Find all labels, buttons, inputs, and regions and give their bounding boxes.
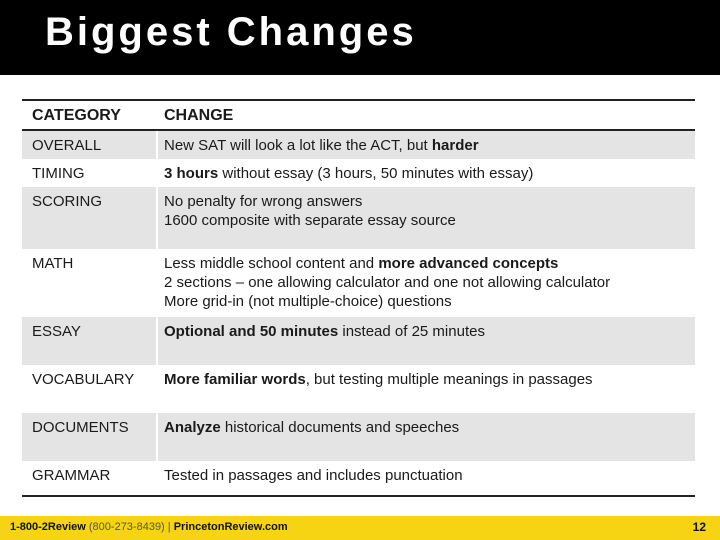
change-text: without essay (3 hours, 50 minutes with … bbox=[218, 165, 534, 182]
table-header-rule bbox=[22, 129, 695, 131]
row-change: More familiar words, but testing multipl… bbox=[164, 370, 593, 389]
change-text: , but testing multiple meanings in passa… bbox=[305, 371, 593, 388]
table-row: ESSAY Optional and 50 minutes instead of … bbox=[22, 317, 695, 365]
footer-bar: 1-800-2Review (800-273-8439) | Princeton… bbox=[0, 516, 720, 540]
footer-phone-alt: (800-273-8439) bbox=[88, 521, 165, 533]
table-bottom-rule bbox=[22, 495, 695, 497]
change-emphasis: more advanced concepts bbox=[378, 255, 559, 272]
table-row: OVERALL New SAT will look a lot like the … bbox=[22, 131, 695, 159]
change-line: 1600 composite with separate essay sourc… bbox=[164, 211, 456, 230]
page-number: 12 bbox=[692, 520, 706, 534]
footer-separator: | bbox=[167, 521, 171, 533]
table-row: VOCABULARY More familiar words, but testi… bbox=[22, 365, 695, 413]
row-change: Tested in passages and includes punctuat… bbox=[164, 466, 463, 485]
change-text: New SAT will look a lot like the ACT, bu… bbox=[164, 137, 432, 154]
change-line: 2 sections – one allowing calculator and… bbox=[164, 273, 610, 292]
table-row: GRAMMAR Tested in passages and includes p… bbox=[22, 461, 695, 495]
table-row: TIMING 3 hours without essay (3 hours, 50… bbox=[22, 159, 695, 187]
table-row: SCORING No penalty for wrong answers 1600 … bbox=[22, 187, 695, 249]
change-line: Analyze historical documents and speeche… bbox=[164, 418, 459, 437]
change-line: New SAT will look a lot like the ACT, bu… bbox=[164, 136, 479, 155]
change-text: 2 sections – one allowing calculator and… bbox=[164, 274, 611, 291]
change-text: instead of 25 minutes bbox=[338, 323, 485, 340]
change-text: Less middle school content and bbox=[164, 255, 379, 272]
row-category: OVERALL bbox=[32, 137, 102, 154]
header-change: CHANGE bbox=[164, 107, 234, 124]
header-category: CATEGORY bbox=[32, 107, 121, 124]
title-bar: Biggest Changes bbox=[0, 0, 720, 75]
table-row: DOCUMENTS Analyze historical documents an… bbox=[22, 413, 695, 461]
row-change: 3 hours without essay (3 hours, 50 minut… bbox=[164, 164, 533, 183]
row-change: Less middle school content and more adva… bbox=[164, 254, 610, 311]
change-line: No penalty for wrong answers bbox=[164, 192, 456, 211]
footer-site: PrincetonReview.com bbox=[173, 521, 288, 533]
table-top-rule bbox=[22, 99, 695, 101]
change-line: 3 hours without essay (3 hours, 50 minut… bbox=[164, 164, 533, 183]
change-emphasis: Optional and 50 minutes bbox=[164, 323, 339, 340]
change-text: No penalty for wrong answers bbox=[164, 193, 363, 210]
row-change: Analyze historical documents and speeche… bbox=[164, 418, 459, 437]
change-text: 1600 composite with separate essay sourc… bbox=[164, 212, 456, 229]
row-category: GRAMMAR bbox=[32, 467, 111, 484]
row-category: VOCABULARY bbox=[32, 371, 135, 388]
change-line: Less middle school content and more adva… bbox=[164, 254, 610, 273]
change-emphasis: Analyze bbox=[164, 419, 221, 436]
change-emphasis: More familiar words bbox=[164, 371, 306, 388]
row-change: New SAT will look a lot like the ACT, bu… bbox=[164, 136, 479, 155]
row-category: MATH bbox=[32, 255, 74, 272]
table-row: MATH Less middle school content and more … bbox=[22, 249, 695, 317]
change-emphasis: 3 hours bbox=[164, 165, 219, 182]
change-line: Optional and 50 minutes instead of 25 mi… bbox=[164, 322, 485, 341]
change-line: Tested in passages and includes punctuat… bbox=[164, 466, 463, 485]
row-change: No penalty for wrong answers 1600 composi… bbox=[164, 192, 456, 230]
change-text: Tested in passages and includes punctuat… bbox=[164, 467, 463, 484]
change-emphasis: harder bbox=[431, 137, 479, 154]
slide-title: Biggest Changes bbox=[45, 10, 417, 54]
column-divider bbox=[156, 317, 158, 365]
footer-contact: 1-800-2Review (800-273-8439) | Princeton… bbox=[10, 521, 288, 533]
change-line: More grid-in (not multiple-choice) quest… bbox=[164, 292, 610, 311]
change-line: More familiar words, but testing multipl… bbox=[164, 370, 593, 389]
column-divider bbox=[156, 413, 158, 461]
row-category: ESSAY bbox=[32, 323, 81, 340]
change-text: historical documents and speeches bbox=[220, 419, 460, 436]
column-divider bbox=[156, 187, 158, 249]
change-text: More grid-in (not multiple-choice) quest… bbox=[164, 293, 452, 310]
row-category: TIMING bbox=[32, 165, 85, 182]
column-divider bbox=[156, 131, 158, 159]
row-change: Optional and 50 minutes instead of 25 mi… bbox=[164, 322, 485, 341]
footer-phone: 1-800-2Review bbox=[10, 521, 86, 533]
row-category: DOCUMENTS bbox=[32, 419, 129, 436]
row-category: SCORING bbox=[32, 193, 103, 210]
table-header: CATEGORY CHANGE bbox=[22, 101, 695, 130]
